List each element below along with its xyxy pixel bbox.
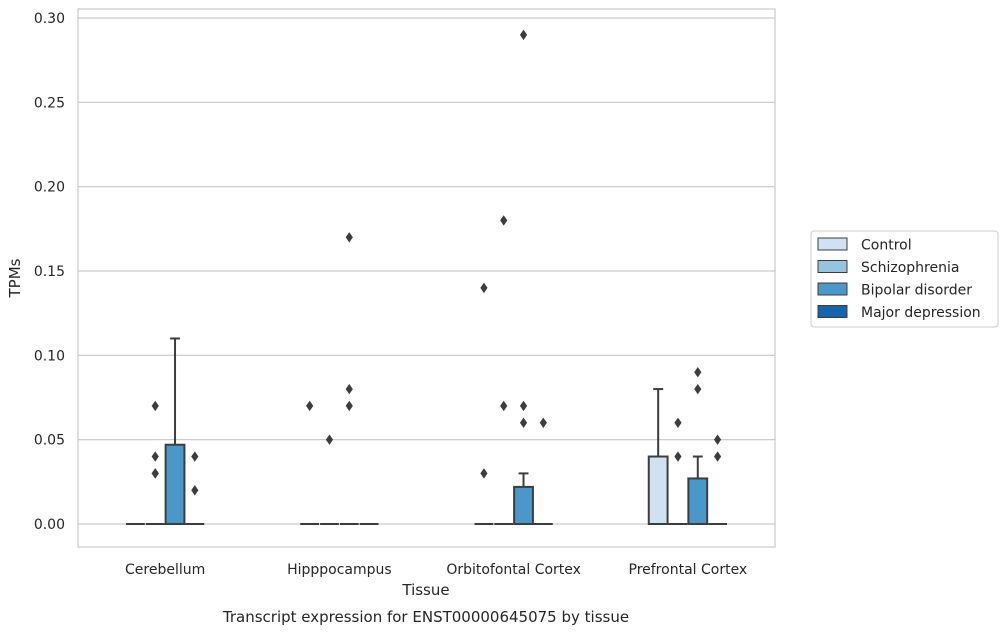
x-tick-label: Orbitofontal Cortex: [446, 562, 581, 578]
box: [647, 455, 669, 525]
y-tick-label: 0.10: [34, 348, 65, 364]
outlier-point: [694, 383, 702, 395]
figure-caption: Transcript expression for ENST0000064507…: [222, 608, 629, 626]
box-group: [164, 337, 186, 525]
y-tick-label: 0.25: [34, 95, 65, 111]
outlier-point: [306, 400, 314, 412]
outlier-point: [345, 400, 353, 412]
box-group: [474, 282, 494, 525]
x-tick-labels: Cerebellum Hipppocampus Orbitofontal Corte…: [125, 562, 747, 578]
box-group: [708, 434, 727, 525]
outlier-point: [191, 451, 199, 462]
plot-frame: [77, 8, 776, 548]
box-group: [300, 400, 320, 525]
legend-frame: [810, 230, 999, 328]
outlier-point: [713, 451, 722, 462]
legend-swatch: [817, 237, 848, 251]
outlier-point: [325, 434, 334, 445]
box-group: [339, 232, 359, 525]
box-group: [687, 367, 709, 525]
y-tick-label: 0.30: [34, 11, 65, 27]
outlier-point: [151, 451, 159, 462]
gridlines: [78, 17, 775, 525]
outlier-point: [191, 485, 199, 496]
legend-swatch: [817, 260, 848, 273]
outlier-point: [345, 232, 353, 243]
box-group: [145, 400, 165, 525]
box: [164, 443, 186, 525]
outlier-point: [345, 383, 353, 395]
x-axis-label: Tissue: [401, 581, 449, 599]
outlier-point: [519, 29, 528, 41]
box-group: [513, 29, 534, 526]
box-group: [185, 451, 205, 525]
box-group: [533, 417, 553, 525]
outlier-point: [519, 417, 528, 428]
outlier-point: [519, 400, 528, 412]
outlier-point: [713, 434, 722, 445]
x-tick-label: Prefrontal Cortex: [629, 562, 748, 578]
legend-label: Major depression: [861, 305, 981, 321]
outlier-point: [500, 215, 508, 226]
outlier-point: [694, 367, 702, 378]
x-tick-label: Cerebellum: [125, 562, 205, 578]
legend-swatch: [817, 282, 848, 296]
y-tick-label: 0.05: [34, 433, 65, 449]
legend-label: Bipolar disorder: [861, 283, 972, 299]
outlier-point: [151, 400, 159, 412]
y-axis-label: TPMs: [6, 258, 24, 298]
legend-swatch: [817, 305, 848, 318]
box-group: [668, 417, 688, 525]
outlier-point: [480, 468, 488, 479]
box-plots: [126, 29, 727, 526]
box-group: [320, 434, 339, 525]
box: [513, 485, 534, 526]
y-tick-label: 0.20: [34, 180, 65, 196]
legend-label: Schizophrenia: [861, 260, 959, 276]
outlier-point: [480, 282, 488, 294]
y-tick-labels: 0.00 0.05 0.10 0.15 0.20 0.25 0.30: [34, 11, 65, 533]
outlier-point: [151, 468, 159, 479]
legend: Control Schizophrenia Bipolar disorder Majo…: [810, 230, 999, 328]
outlier-point: [539, 417, 547, 428]
outlier-point: [500, 400, 508, 412]
y-tick-label: 0.15: [34, 264, 65, 280]
legend-label: Control: [861, 238, 912, 254]
outlier-point: [674, 451, 682, 462]
x-tick-label: Hipppocampus: [287, 562, 392, 578]
box: [687, 477, 709, 525]
box-group: [647, 388, 669, 525]
y-tick-label: 0.00: [34, 517, 65, 533]
box-group: [494, 215, 514, 525]
outlier-point: [674, 417, 682, 428]
